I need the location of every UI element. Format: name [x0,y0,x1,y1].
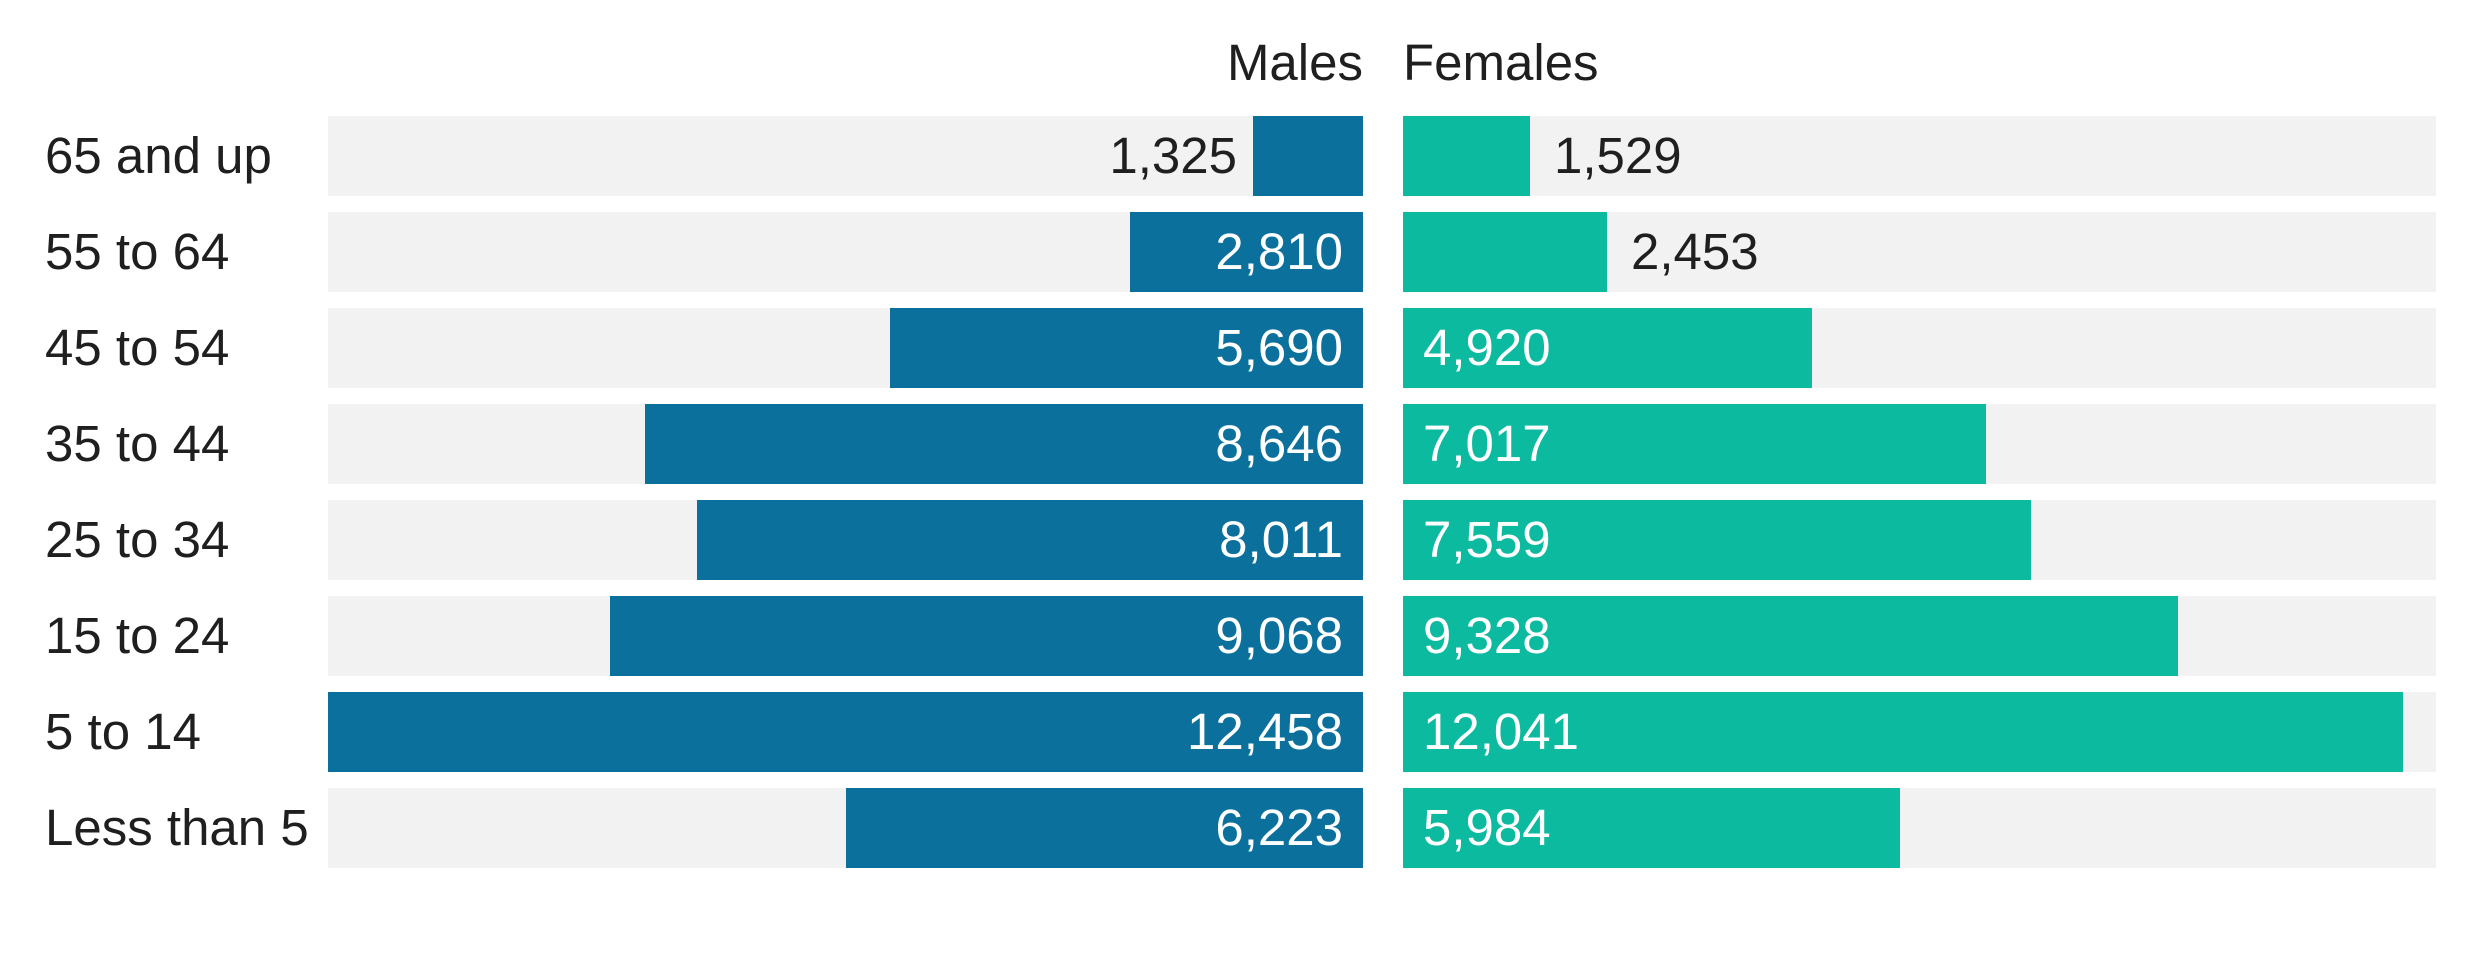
males-value-label: 9,068 [1215,607,1343,664]
males-bar [645,404,1363,484]
males-bar-track: 8,011 [328,500,1363,580]
females-bar [1403,788,1900,868]
chart-row: 45 to 54 5,690 4,920 [0,308,2480,388]
females-bar [1403,596,2178,676]
age-group-label: 25 to 34 [45,511,230,568]
males-bar [1130,212,1363,292]
males-value-label: 8,011 [1219,511,1343,568]
age-group-label: 45 to 54 [45,319,230,376]
age-group-label: 55 to 64 [45,223,230,280]
males-value-label: 1,325 [1109,127,1237,184]
females-value-label: 5,984 [1423,799,1551,856]
chart-row: 5 to 14 12,458 12,041 [0,692,2480,772]
females-bar-track: 4,920 [1403,308,2436,388]
males-bar [610,596,1363,676]
chart-row: 25 to 34 8,011 7,559 [0,500,2480,580]
females-value-label: 2,453 [1631,223,1759,280]
females-bar [1403,404,1986,484]
males-bar-track: 12,458 [328,692,1363,772]
males-bar [846,788,1363,868]
females-value-label: 1,529 [1554,127,1682,184]
males-value-label: 12,458 [1187,703,1343,760]
females-bar-track: 2,453 [1403,212,2436,292]
males-value-label: 8,646 [1215,415,1343,472]
females-bar [1403,308,1812,388]
males-column-header: Males [1226,34,1363,91]
males-value-label: 6,223 [1215,799,1343,856]
females-bar [1403,500,2031,580]
males-bar-track: 5,690 [328,308,1363,388]
females-value-label: 7,017 [1423,415,1551,472]
males-bar [697,500,1363,580]
chart-row: 65 and up 1,325 1,529 [0,116,2480,196]
males-bar-track: 8,646 [328,404,1363,484]
females-bar-track: 7,017 [1403,404,2436,484]
males-bar [890,308,1363,388]
chart-row: 15 to 24 9,068 9,328 [0,596,2480,676]
males-bar-track: 9,068 [328,596,1363,676]
males-value-label: 5,690 [1215,319,1343,376]
females-value-label: 4,920 [1423,319,1551,376]
males-bar [1253,116,1363,196]
females-bar-track: 5,984 [1403,788,2436,868]
males-value-label: 2,810 [1215,223,1343,280]
females-column-header: Females [1403,34,1599,91]
females-bar-track: 12,041 [1403,692,2436,772]
chart-row: 55 to 64 2,810 2,453 [0,212,2480,292]
females-bar-track: 1,529 [1403,116,2436,196]
females-bar [1403,212,1607,292]
age-group-label: Less than 5 [45,799,309,856]
age-group-label: 15 to 24 [45,607,230,664]
age-group-label: 5 to 14 [45,703,201,760]
females-bar [1403,116,1530,196]
age-group-label: 35 to 44 [45,415,230,472]
age-group-label: 65 and up [45,127,272,184]
males-bar-track: 1,325 [328,116,1363,196]
females-bar [1403,692,2403,772]
females-value-label: 12,041 [1423,703,1579,760]
chart-row: 35 to 44 8,646 7,017 [0,404,2480,484]
females-bar-track: 7,559 [1403,500,2436,580]
females-value-label: 7,559 [1423,511,1551,568]
females-bar-track: 9,328 [1403,596,2436,676]
chart-row: Less than 5 6,223 5,984 [0,788,2480,868]
males-bar [328,692,1363,772]
males-bar-track: 6,223 [328,788,1363,868]
females-value-label: 9,328 [1423,607,1551,664]
males-bar-track: 2,810 [328,212,1363,292]
